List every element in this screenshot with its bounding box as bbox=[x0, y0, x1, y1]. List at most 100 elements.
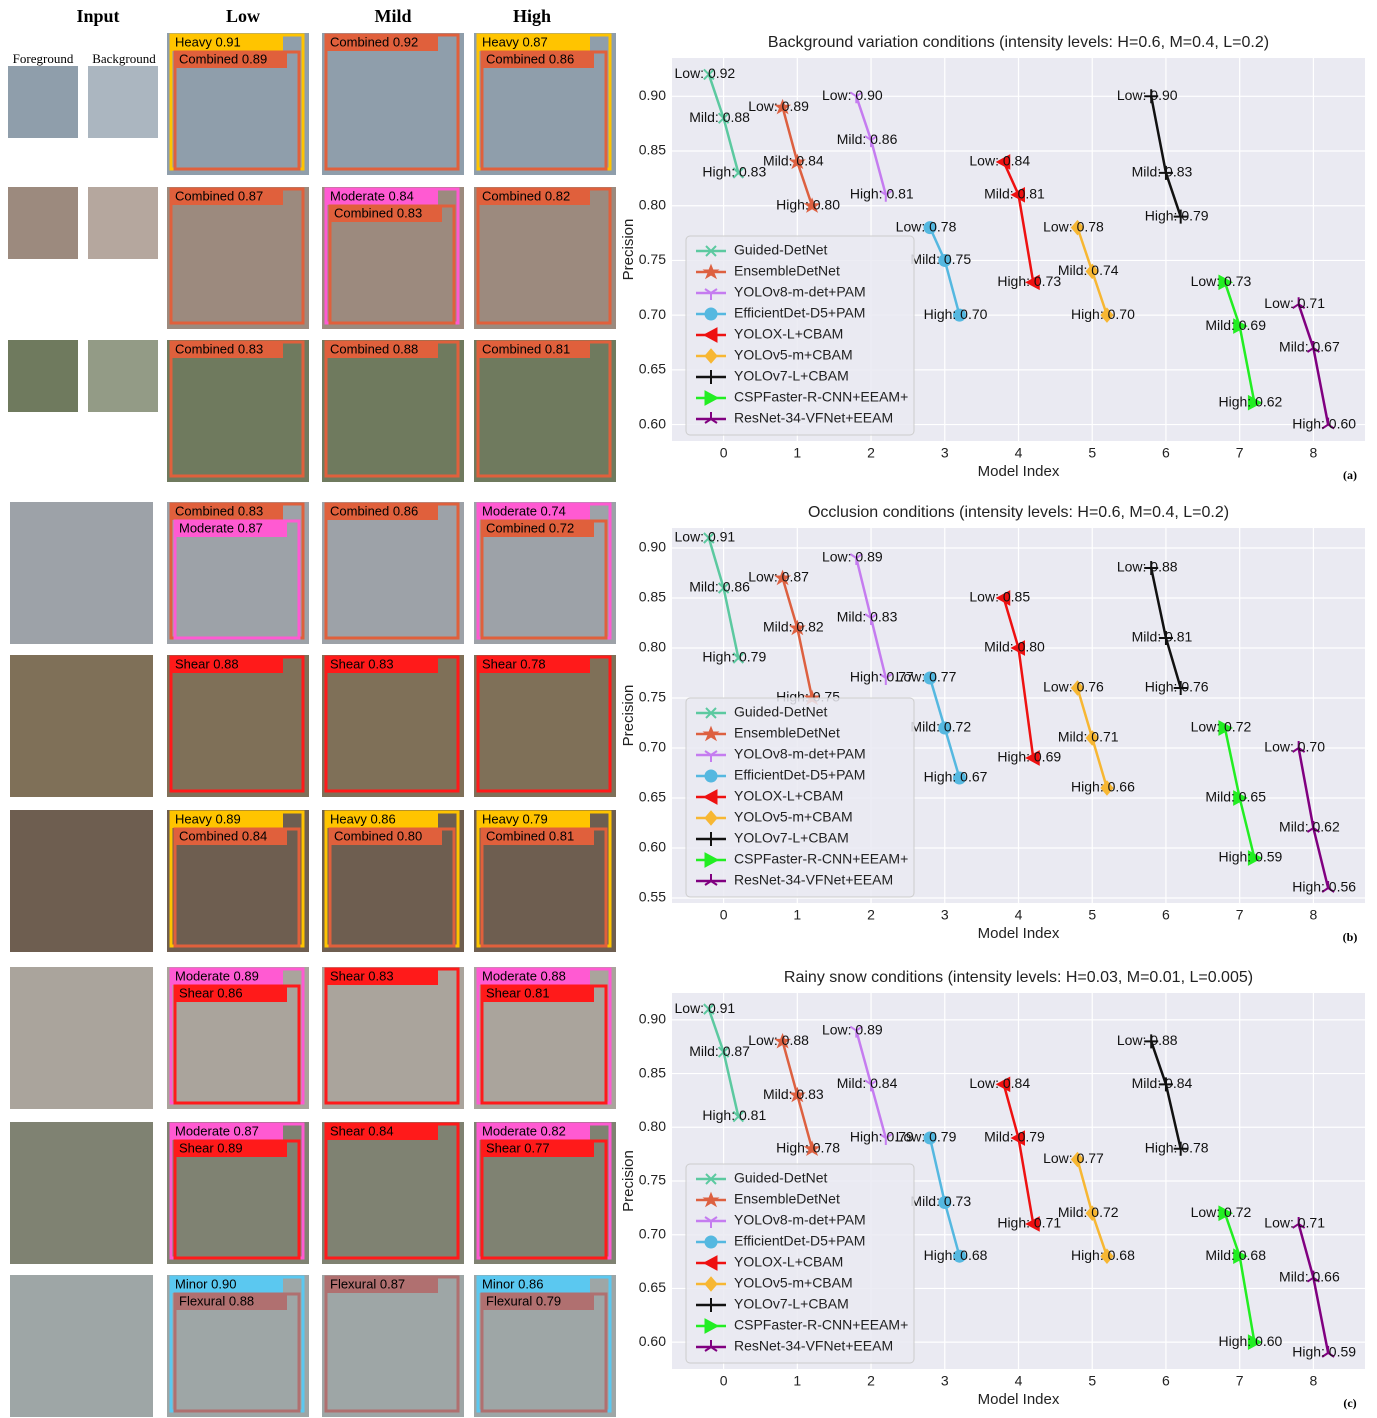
detection-tag bbox=[171, 1277, 283, 1293]
detection-tag bbox=[175, 986, 287, 1002]
result-image bbox=[322, 1275, 464, 1417]
legend-label: EfficientDet-D5+PAM bbox=[734, 1233, 865, 1249]
y-tick-label: 0.90 bbox=[639, 87, 666, 103]
y-tick-label: 0.85 bbox=[639, 1064, 666, 1080]
data-label: Mild: 0.74 bbox=[1058, 262, 1119, 278]
data-point bbox=[864, 1079, 878, 1092]
legend-label: YOLOv7-L+CBAM bbox=[734, 830, 849, 846]
data-label: High: 0.68 bbox=[924, 1247, 988, 1263]
foreground-image bbox=[8, 187, 78, 259]
data-point bbox=[803, 1140, 821, 1156]
legend-label: CSPFaster-R-CNN+EEAM+ bbox=[734, 851, 908, 867]
result-image bbox=[322, 502, 464, 644]
input-image bbox=[10, 502, 153, 644]
y-tick-label: 0.90 bbox=[639, 1011, 666, 1027]
data-label: Low: 0.72 bbox=[1191, 719, 1252, 735]
legend-label: YOLOv8-m-det+PAM bbox=[734, 284, 866, 300]
data-label: High: 0.69 bbox=[997, 749, 1061, 765]
detection-label: Heavy 0.89 bbox=[175, 811, 241, 826]
data-label: Low: 0.90 bbox=[822, 87, 883, 103]
data-label: Low: 0.70 bbox=[1264, 739, 1325, 755]
data-label: Mild: 0.84 bbox=[1132, 1075, 1193, 1091]
legend-marker bbox=[704, 810, 718, 826]
legend-marker bbox=[704, 1216, 718, 1228]
legend-box bbox=[685, 697, 915, 898]
data-point bbox=[1100, 1248, 1114, 1264]
legend-marker bbox=[702, 789, 718, 805]
data-point bbox=[717, 582, 730, 594]
data-label: Mild: 0.81 bbox=[1132, 629, 1193, 645]
legend-marker bbox=[702, 327, 718, 343]
detection-label: Combined 0.82 bbox=[482, 188, 570, 203]
data-label: Mild: 0.84 bbox=[837, 1075, 898, 1091]
y-tick-label: 0.70 bbox=[639, 306, 666, 322]
data-point bbox=[1025, 1216, 1040, 1232]
data-point bbox=[774, 1032, 792, 1049]
legend-marker bbox=[704, 874, 718, 886]
legend-label: EnsembleDetNet bbox=[734, 1191, 840, 1207]
chart-title: Background variation conditions (intensi… bbox=[768, 34, 1269, 51]
data-point bbox=[732, 652, 745, 664]
x-tick-label: 4 bbox=[1015, 445, 1023, 461]
detection-tag bbox=[175, 1294, 287, 1310]
legend-marker bbox=[704, 412, 718, 424]
data-label: Mild: 0.67 bbox=[1279, 339, 1340, 355]
data-label: High: 0.81 bbox=[850, 185, 914, 201]
foreground-image bbox=[8, 66, 78, 138]
data-label: Mild: 0.88 bbox=[689, 109, 750, 125]
x-tick-label: 8 bbox=[1309, 1373, 1317, 1389]
detection-tag bbox=[175, 1141, 287, 1157]
data-label: High: 0.73 bbox=[997, 273, 1061, 289]
data-label: High: 0.80 bbox=[776, 196, 840, 212]
legend-label: YOLOX-L+CBAM bbox=[734, 1254, 843, 1270]
data-label: High: 0.71 bbox=[997, 1215, 1061, 1231]
data-point bbox=[803, 197, 821, 213]
detection-tag bbox=[482, 1141, 594, 1157]
data-point bbox=[923, 221, 937, 235]
legend-label: EfficientDet-D5+PAM bbox=[734, 767, 865, 783]
detection-label: Heavy 0.79 bbox=[482, 811, 548, 826]
legend-label: YOLOv5-m+CBAM bbox=[734, 1275, 853, 1291]
data-label: Low: 0.92 bbox=[675, 65, 736, 81]
detection-label: Combined 0.81 bbox=[482, 341, 570, 356]
x-tick-label: 0 bbox=[720, 907, 728, 923]
detection-tag bbox=[478, 504, 590, 520]
data-point bbox=[788, 619, 806, 636]
detection-tag bbox=[478, 812, 590, 828]
detection-label: Combined 0.84 bbox=[179, 828, 267, 843]
data-label: Mild: 0.80 bbox=[984, 639, 1045, 655]
legend-marker bbox=[705, 1173, 717, 1185]
data-point bbox=[953, 308, 967, 322]
legend-marker bbox=[704, 370, 718, 384]
data-label: High: 0.79 bbox=[702, 649, 766, 665]
detection-label: Shear 0.88 bbox=[175, 656, 239, 671]
legend-label: EnsembleDetNet bbox=[734, 263, 840, 279]
data-label: High: 0.79 bbox=[850, 1129, 914, 1145]
legend-label: ResNet-34-VFNet+EEAM bbox=[734, 1338, 893, 1354]
y-axis-label: Precision bbox=[620, 685, 637, 747]
data-point bbox=[717, 1046, 730, 1058]
detection-label: Shear 0.86 bbox=[179, 985, 243, 1000]
y-tick-label: 0.75 bbox=[639, 251, 666, 267]
data-label: High: 0.68 bbox=[1071, 1247, 1135, 1263]
y-tick-label: 0.65 bbox=[639, 1279, 666, 1295]
data-point bbox=[849, 553, 863, 565]
data-point bbox=[1247, 1334, 1263, 1350]
detection-label: Shear 0.78 bbox=[482, 656, 546, 671]
data-point bbox=[732, 167, 745, 179]
detection-tag bbox=[175, 521, 287, 537]
data-point bbox=[1292, 297, 1306, 310]
detection-tag bbox=[482, 1294, 594, 1310]
background-image bbox=[88, 340, 158, 412]
detection-tag bbox=[478, 1277, 590, 1293]
y-tick-label: 0.60 bbox=[639, 415, 666, 431]
detection-tag bbox=[326, 1277, 438, 1293]
x-tick-label: 5 bbox=[1088, 1373, 1096, 1389]
result-image bbox=[167, 187, 309, 329]
data-point bbox=[1306, 821, 1320, 833]
detection-tag bbox=[478, 657, 590, 673]
x-tick-label: 5 bbox=[1088, 907, 1096, 923]
x-tick-label: 4 bbox=[1015, 1373, 1023, 1389]
data-label: Mild: 0.86 bbox=[837, 131, 898, 147]
